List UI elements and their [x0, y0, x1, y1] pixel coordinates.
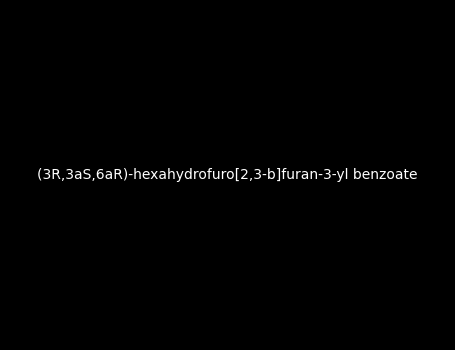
Text: (3R,3aS,6aR)-hexahydrofuro[2,3-b]furan-3-yl benzoate: (3R,3aS,6aR)-hexahydrofuro[2,3-b]furan-3…: [37, 168, 418, 182]
